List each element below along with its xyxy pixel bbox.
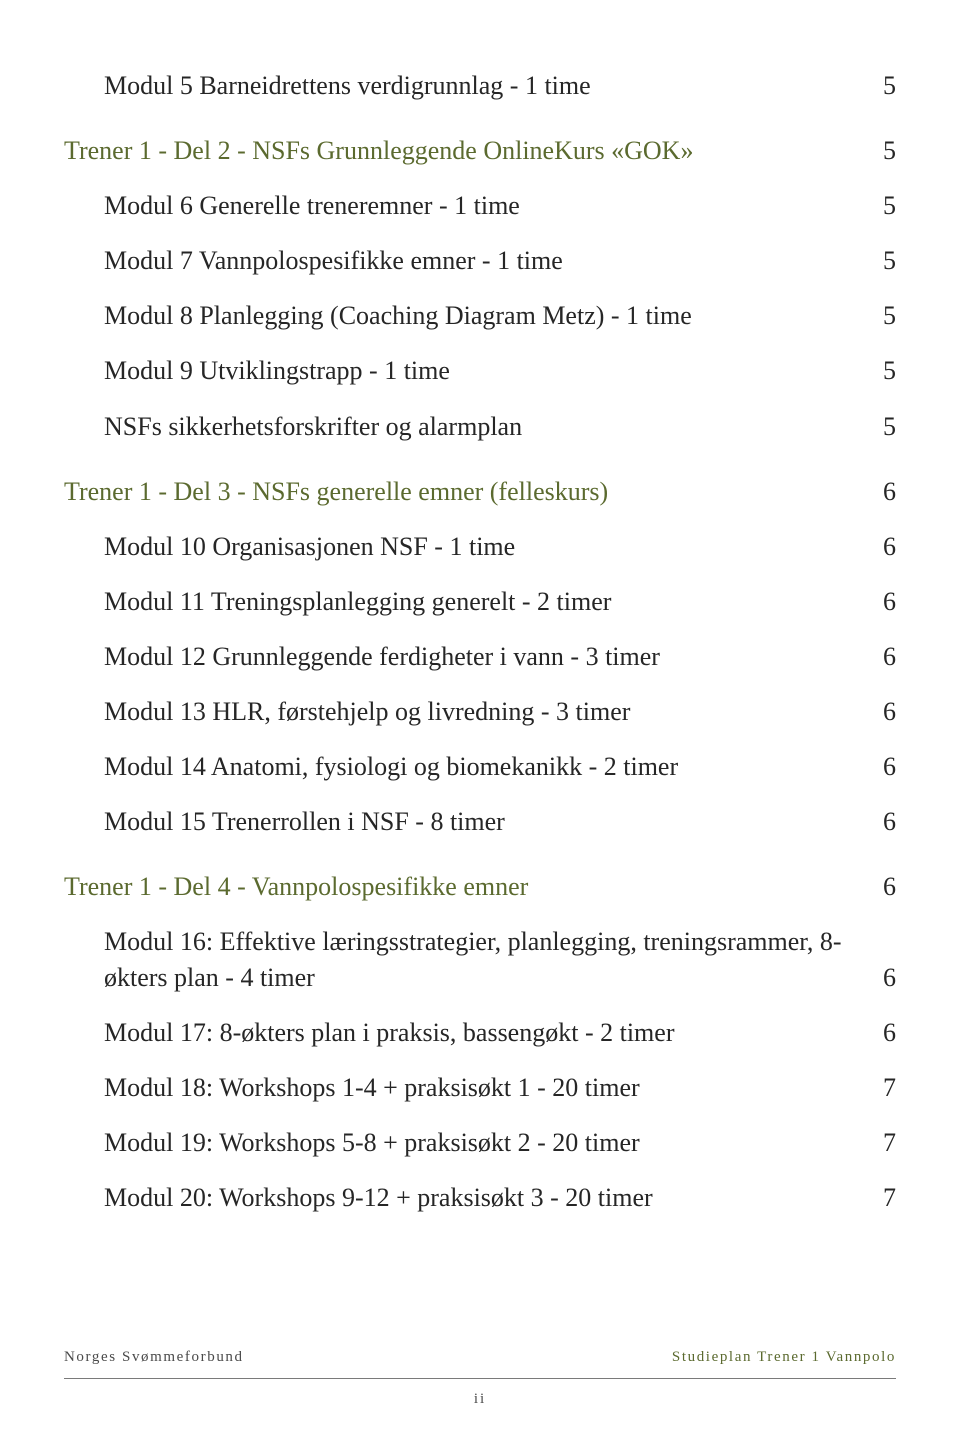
footer-row: Norges Svømmeforbund Studieplan Trener 1…: [64, 1349, 896, 1366]
toc-entry-label: Modul 8 Planlegging (Coaching Diagram Me…: [104, 298, 858, 333]
toc-entry: Modul 19: Workshops 5-8 + praksisøkt 2 -…: [104, 1125, 896, 1160]
footer-page-number: ii: [64, 1391, 896, 1408]
toc-entry-label: Trener 1 - Del 2 - NSFs Grunnleggende On…: [64, 133, 858, 168]
toc-entry-page: 6: [874, 474, 896, 509]
toc-entry-label: Modul 19: Workshops 5-8 + praksisøkt 2 -…: [104, 1125, 858, 1160]
toc-entry-label: Modul 15 Trenerrollen i NSF - 8 timer: [104, 804, 858, 839]
toc-entry-page: 6: [874, 804, 896, 839]
toc-entry-label: Modul 7 Vannpolospesifikke emner - 1 tim…: [104, 243, 858, 278]
toc-entry-page: 5: [874, 133, 896, 168]
toc-entry: Modul 17: 8-økters plan i praksis, basse…: [104, 1015, 896, 1050]
toc-entry: Modul 5 Barneidrettens verdigrunnlag - 1…: [104, 68, 896, 103]
toc-entry-label: Modul 14 Anatomi, fysiologi og biomekani…: [104, 749, 858, 784]
toc-entry-page: 5: [874, 68, 896, 103]
toc-entry-page: 7: [874, 1070, 896, 1105]
toc-entry: Modul 12 Grunnleggende ferdigheter i van…: [104, 639, 896, 674]
toc-entry-page: 6: [874, 960, 896, 995]
footer-rule: [64, 1378, 896, 1379]
toc-entry-page: 6: [874, 749, 896, 784]
toc-entry-label: Modul 16: Effektive læringsstrategier, p…: [104, 924, 858, 994]
toc-entry: Modul 6 Generelle treneremner - 1 time 5: [104, 188, 896, 223]
toc-entry-page: 5: [874, 353, 896, 388]
toc-entry-label: Modul 18: Workshops 1-4 + praksisøkt 1 -…: [104, 1070, 858, 1105]
footer-left-text: Norges Svømmeforbund: [64, 1349, 244, 1366]
toc-entry: Modul 14 Anatomi, fysiologi og biomekani…: [104, 749, 896, 784]
toc-entry-label: Modul 6 Generelle treneremner - 1 time: [104, 188, 858, 223]
toc-section-heading: Trener 1 - Del 4 - Vannpolospesifikke em…: [64, 869, 896, 904]
toc-entry: Modul 7 Vannpolospesifikke emner - 1 tim…: [104, 243, 896, 278]
toc-entry-label: Modul 12 Grunnleggende ferdigheter i van…: [104, 639, 858, 674]
toc-section-heading: Trener 1 - Del 2 - NSFs Grunnleggende On…: [64, 133, 896, 168]
toc-section-heading: Trener 1 - Del 3 - NSFs generelle emner …: [64, 474, 896, 509]
toc-entry: Modul 15 Trenerrollen i NSF - 8 timer 6: [104, 804, 896, 839]
toc-entry-label: Modul 9 Utviklingstrapp - 1 time: [104, 353, 858, 388]
toc-entry: NSFs sikkerhetsforskrifter og alarmplan 5: [104, 409, 896, 444]
toc-entry-page: 6: [874, 694, 896, 729]
toc-entry: Modul 11 Treningsplanlegging generelt - …: [104, 584, 896, 619]
toc-entry-label: Modul 13 HLR, førstehjelp og livredning …: [104, 694, 858, 729]
toc-entry-page: 6: [874, 1015, 896, 1050]
toc-entry-page: 5: [874, 243, 896, 278]
toc-entry: Modul 10 Organisasjonen NSF - 1 time 6: [104, 529, 896, 564]
toc-entry: Modul 16: Effektive læringsstrategier, p…: [104, 924, 896, 994]
toc-entry-page: 7: [874, 1125, 896, 1160]
toc-entry-page: 6: [874, 584, 896, 619]
toc-entry-page: 6: [874, 529, 896, 564]
toc-entry-label: Modul 20: Workshops 9-12 + praksisøkt 3 …: [104, 1180, 858, 1215]
toc-entry: Modul 13 HLR, førstehjelp og livredning …: [104, 694, 896, 729]
toc-entry-label: Modul 10 Organisasjonen NSF - 1 time: [104, 529, 858, 564]
toc-entry-label: Modul 17: 8-økters plan i praksis, basse…: [104, 1015, 858, 1050]
toc-entry-label: NSFs sikkerhetsforskrifter og alarmplan: [104, 409, 858, 444]
toc-entry: Modul 20: Workshops 9-12 + praksisøkt 3 …: [104, 1180, 896, 1215]
toc-entry: Modul 8 Planlegging (Coaching Diagram Me…: [104, 298, 896, 333]
toc-entry-page: 5: [874, 188, 896, 223]
toc-container: Modul 5 Barneidrettens verdigrunnlag - 1…: [64, 68, 896, 1215]
toc-entry-label: Trener 1 - Del 3 - NSFs generelle emner …: [64, 474, 858, 509]
toc-entry-label: Modul 11 Treningsplanlegging generelt - …: [104, 584, 858, 619]
toc-entry-page: 5: [874, 409, 896, 444]
page-footer: Norges Svømmeforbund Studieplan Trener 1…: [64, 1349, 896, 1408]
toc-entry-page: 5: [874, 298, 896, 333]
toc-entry: Modul 18: Workshops 1-4 + praksisøkt 1 -…: [104, 1070, 896, 1105]
footer-right-text: Studieplan Trener 1 Vannpolo: [672, 1349, 896, 1366]
toc-entry-label: Modul 5 Barneidrettens verdigrunnlag - 1…: [104, 68, 858, 103]
toc-entry-page: 6: [874, 639, 896, 674]
toc-entry: Modul 9 Utviklingstrapp - 1 time 5: [104, 353, 896, 388]
toc-entry-label: Trener 1 - Del 4 - Vannpolospesifikke em…: [64, 869, 858, 904]
toc-entry-page: 7: [874, 1180, 896, 1215]
toc-entry-page: 6: [874, 869, 896, 904]
